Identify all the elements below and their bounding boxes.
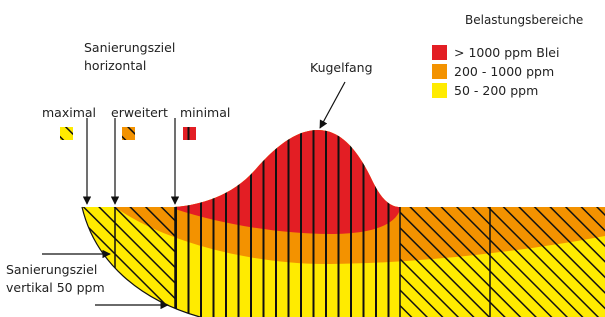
label: Kugelfang bbox=[310, 60, 373, 75]
arrow bbox=[320, 82, 345, 128]
label: maximal bbox=[42, 105, 96, 120]
label: horizontal bbox=[84, 58, 146, 73]
hatch-right bbox=[400, 100, 605, 317]
icon-maximal bbox=[60, 127, 73, 140]
legend-label: 200 - 1000 ppm bbox=[454, 64, 554, 79]
legend-label: 50 - 200 ppm bbox=[454, 83, 538, 98]
label: vertikal 50 ppm bbox=[6, 280, 105, 295]
hatch-minimal bbox=[175, 100, 400, 317]
legend-label: > 1000 ppm Blei bbox=[454, 45, 559, 60]
label: Sanierungsziel bbox=[84, 40, 175, 55]
label: Sanierungsziel bbox=[6, 262, 97, 277]
legend-swatch bbox=[432, 45, 447, 60]
legend-swatch bbox=[432, 64, 447, 79]
label: minimal bbox=[180, 105, 230, 120]
icon-minimal bbox=[183, 127, 196, 140]
legend-title: Belastungsbereiche bbox=[465, 13, 583, 27]
label: erweitert bbox=[111, 105, 168, 120]
diagram: Sanierungsziel horizontal Kugelfang maxi… bbox=[0, 0, 605, 317]
icon-erweitert bbox=[122, 127, 135, 140]
legend: > 1000 ppm Blei 200 - 1000 ppm 50 - 200 pp… bbox=[432, 45, 559, 98]
legend-swatch bbox=[432, 83, 447, 98]
